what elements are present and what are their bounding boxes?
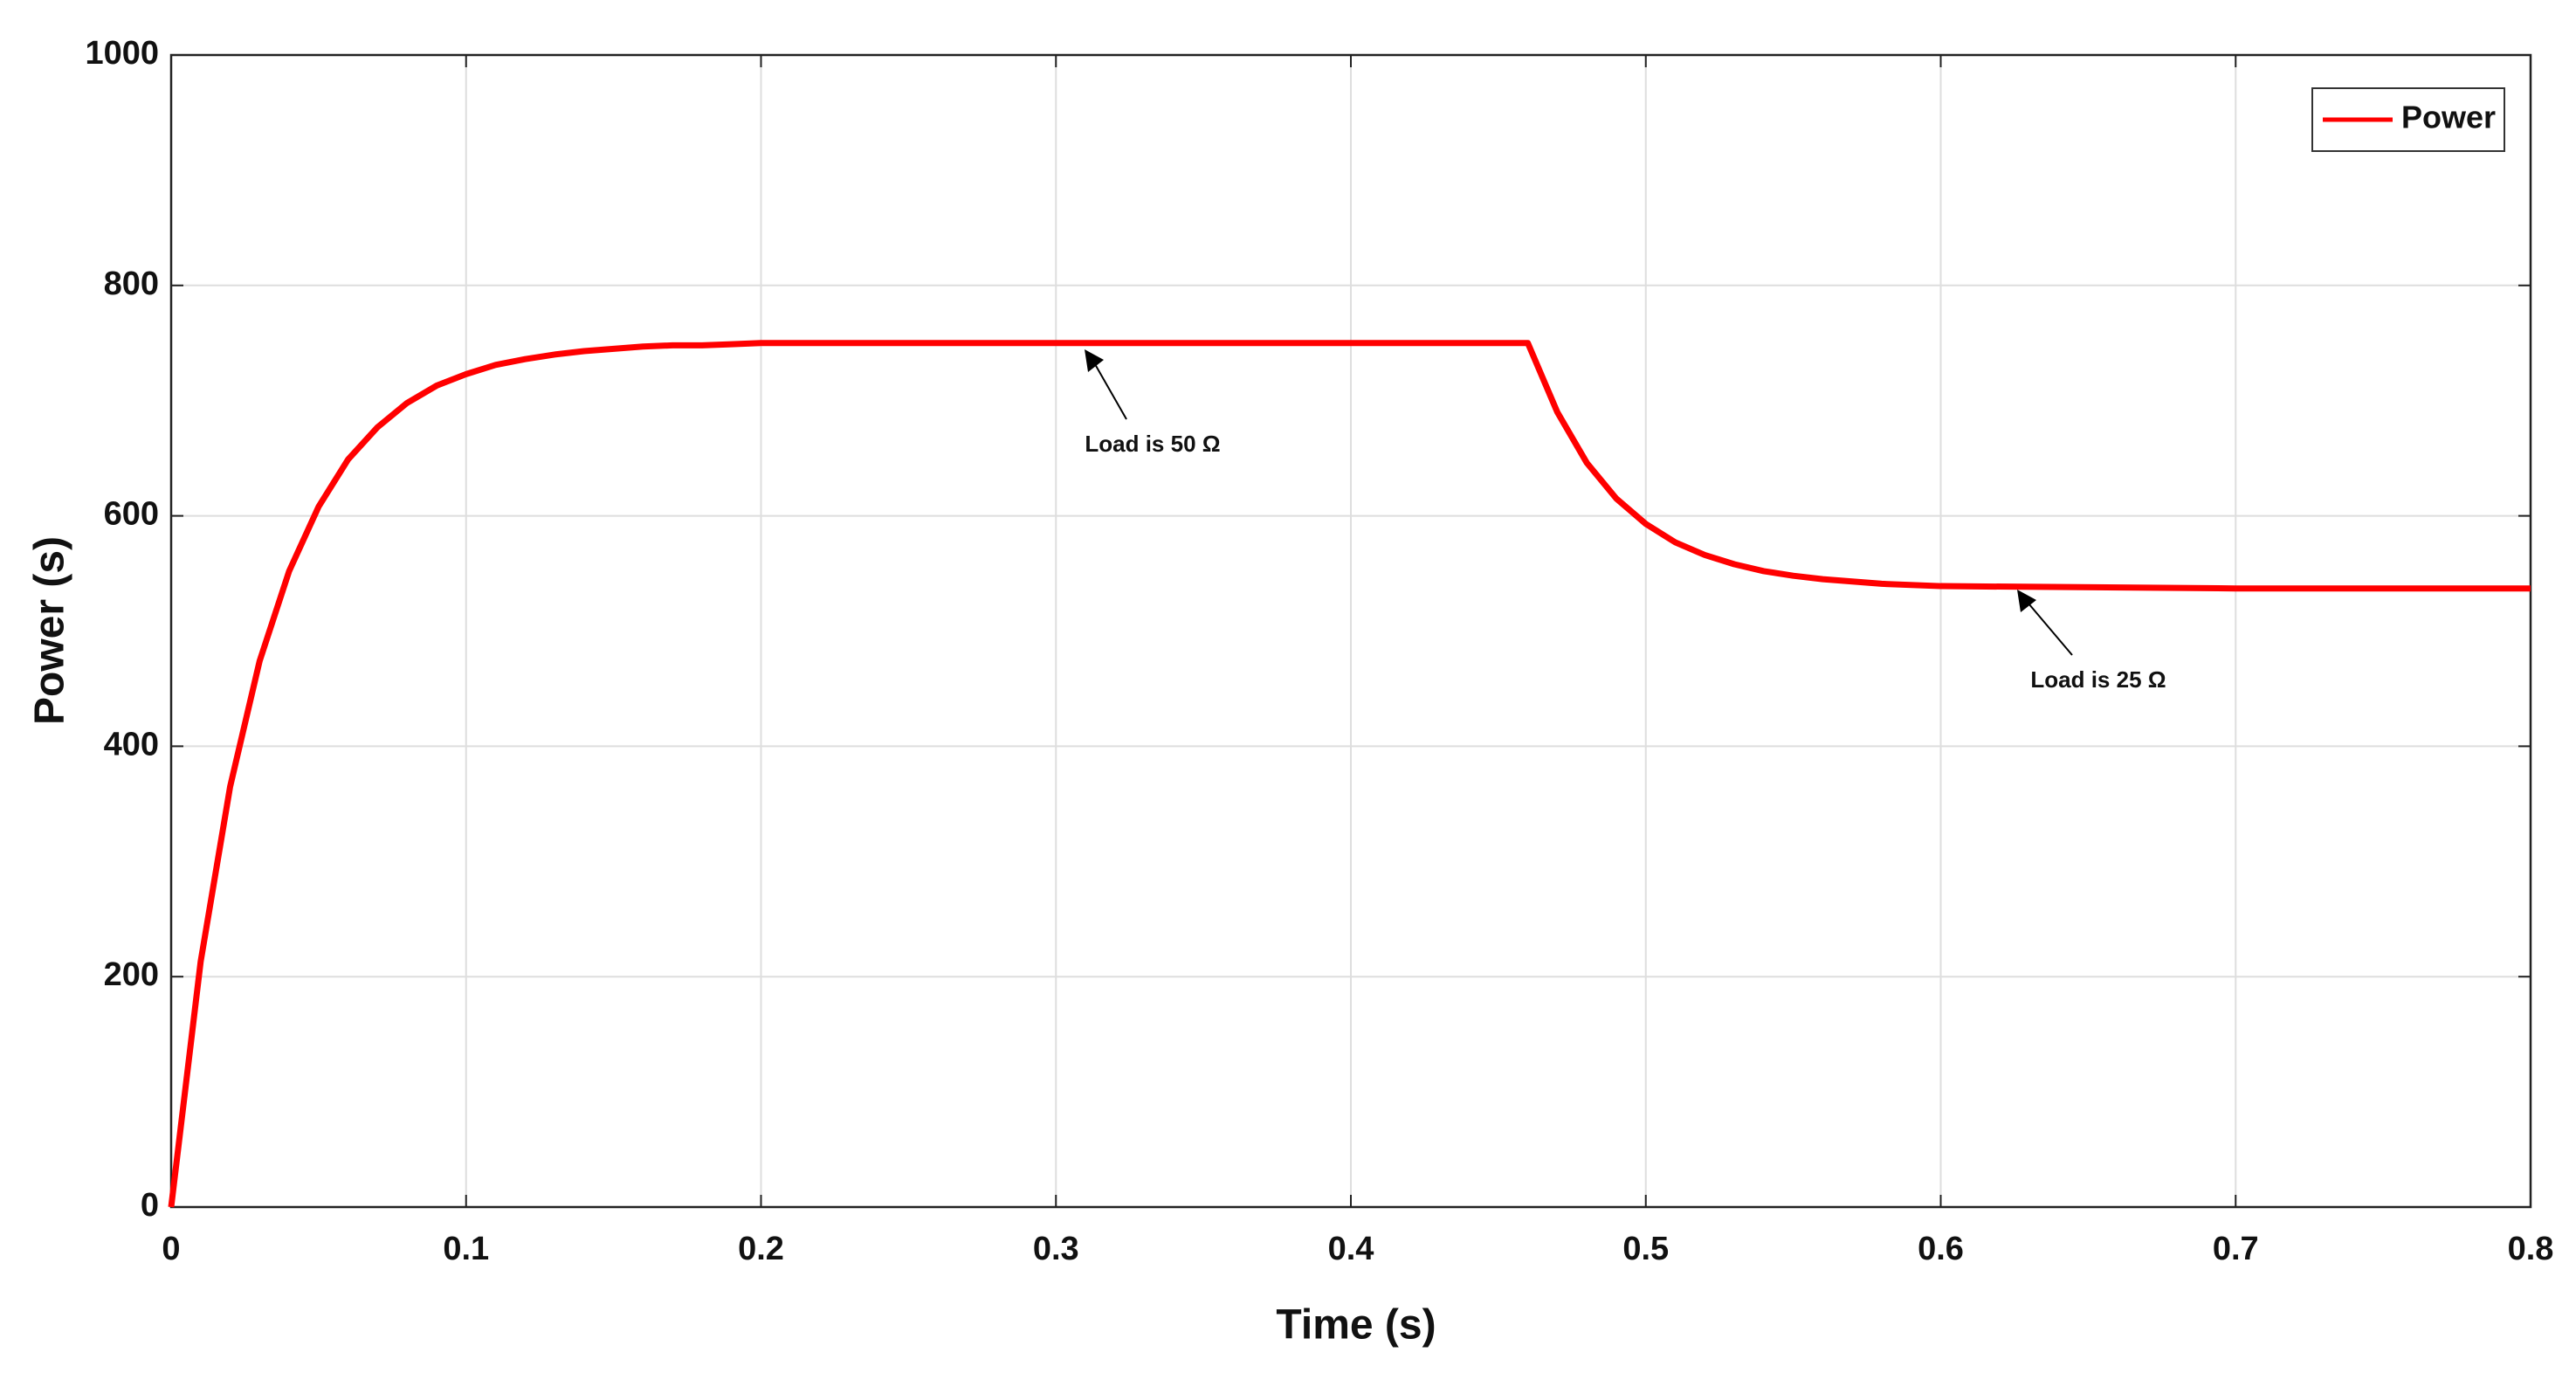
y-tick-label: 0 (141, 1187, 159, 1224)
plot-frame (169, 53, 2532, 1209)
annotation-arrow (2023, 597, 2073, 656)
y-tick-label: 800 (104, 266, 159, 302)
x-tick-label: 0.3 (1033, 1231, 1079, 1267)
annotation-arrowhead (2017, 590, 2036, 612)
y-tick-label: 600 (104, 496, 159, 533)
power-line (168, 340, 2531, 1208)
x-tick-label: 0.2 (738, 1231, 784, 1267)
y-tick-label: 1000 (85, 35, 159, 72)
annotation: Load is 50 Ω (1085, 431, 1220, 457)
legend-label: Power (2401, 100, 2496, 135)
x-tick-label: 0.7 (2213, 1231, 2259, 1267)
annotation: Load is 25 Ω (2030, 666, 2166, 693)
x-tick-label: 0.5 (1622, 1231, 1669, 1267)
x-tick-label: 0.4 (1328, 1231, 1374, 1267)
y-axis-label: Power (s) (27, 536, 73, 725)
annotation-arrowhead (1085, 349, 1104, 372)
x-axis-label: Time (s) (1276, 1302, 1436, 1349)
legend-box (2311, 87, 2505, 152)
x-tick-label: 0 (162, 1231, 180, 1267)
y-tick-label: 400 (104, 726, 159, 762)
x-tick-label: 0.8 (2508, 1231, 2554, 1267)
x-tick-label: 0.1 (443, 1231, 489, 1267)
annotation-arrow (1091, 357, 1127, 420)
x-tick-label: 0.6 (1918, 1231, 1964, 1267)
y-tick-label: 200 (104, 956, 159, 993)
